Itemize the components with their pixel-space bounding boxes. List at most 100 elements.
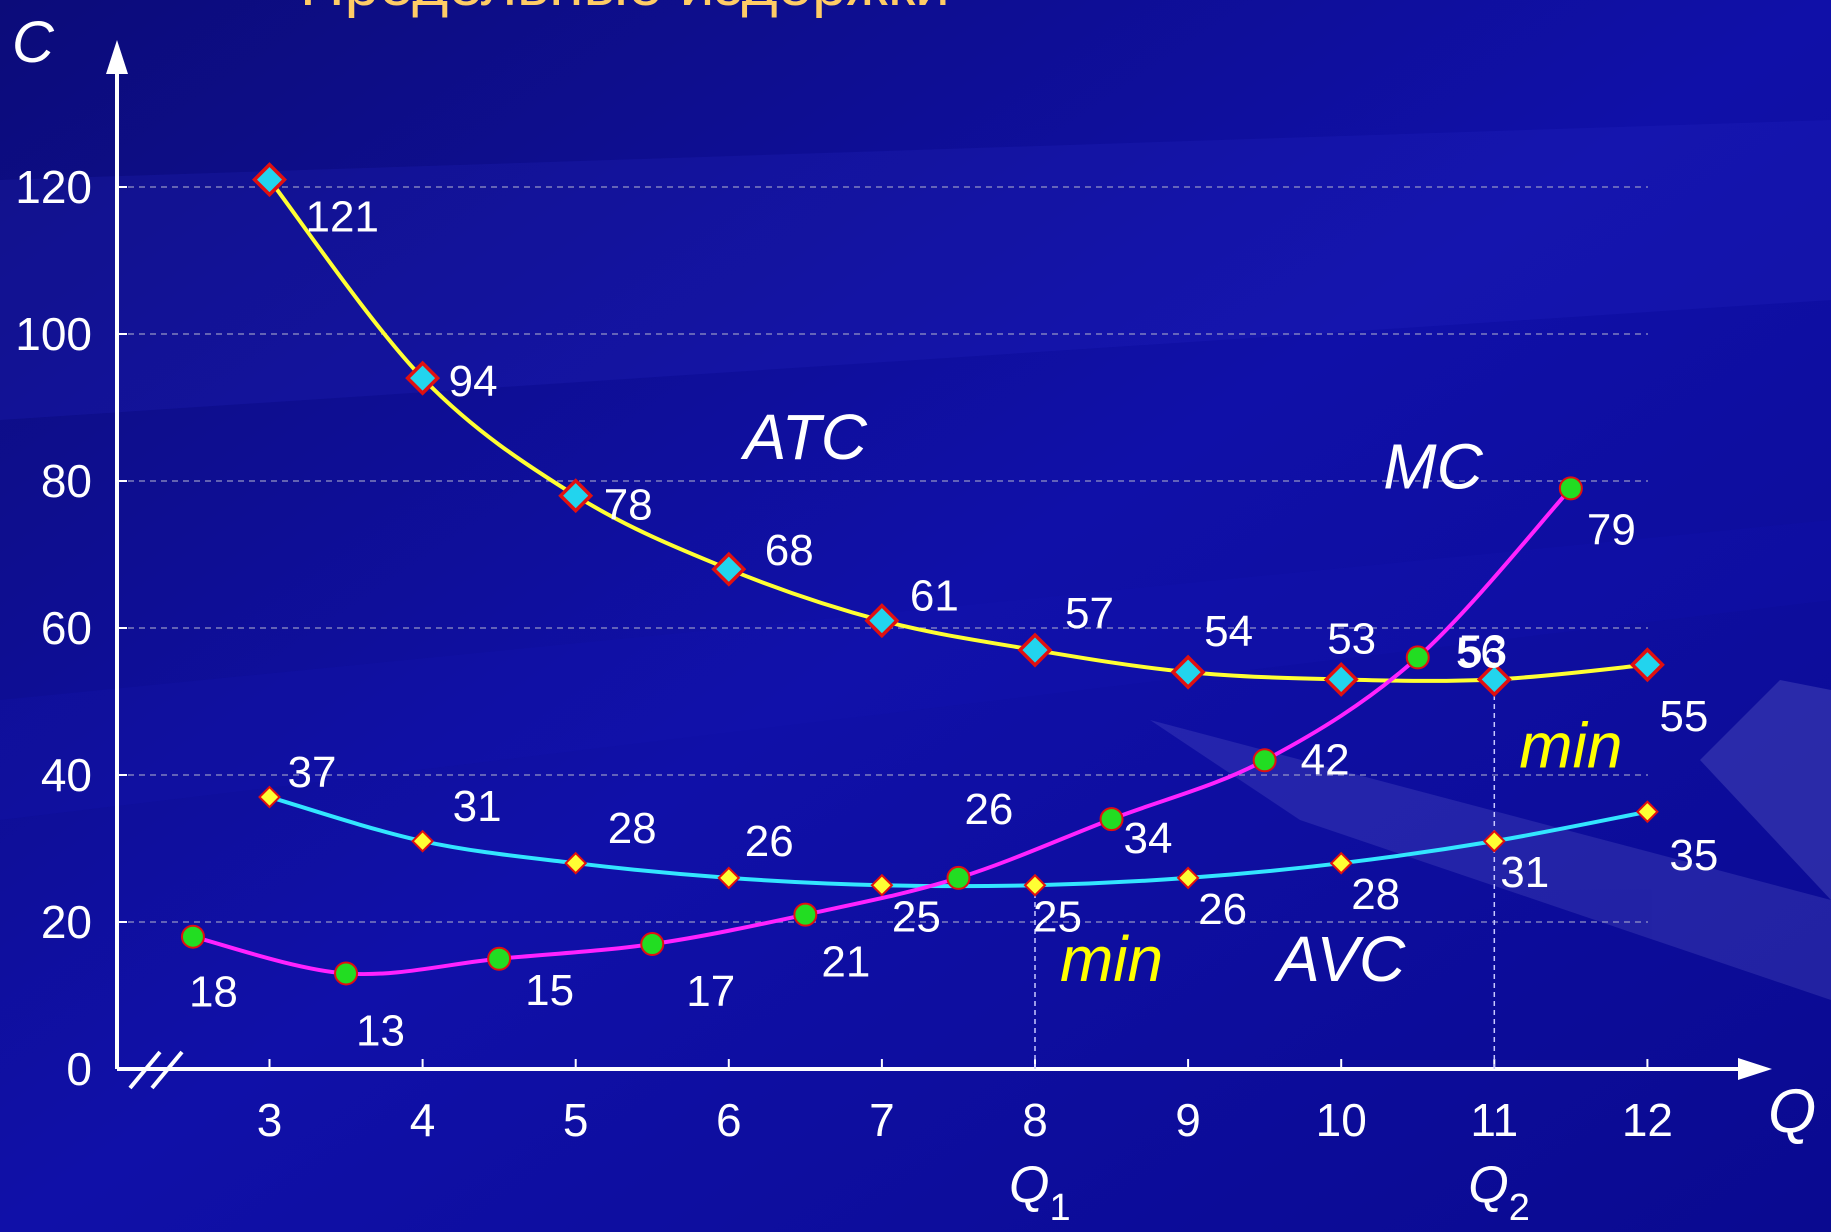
mc-point [180, 924, 205, 949]
data-label-avc: 37 [288, 748, 337, 797]
data-label-atc: 61 [910, 572, 959, 621]
mc-point [334, 961, 359, 986]
data-label-avc: 25 [892, 892, 941, 941]
mc-point [1405, 645, 1430, 670]
data-label-mc: 79 [1587, 505, 1636, 554]
y-axis-title: C [12, 10, 55, 75]
data-label-atc: 53 [1458, 626, 1507, 675]
series-line-mc [192, 487, 1573, 977]
avc-point [258, 785, 281, 809]
data-label-avc: 28 [608, 804, 657, 853]
axis-break-mark [128, 1050, 162, 1090]
data-label-atc: 68 [765, 526, 814, 575]
chart-title: Предельные издержки [300, 0, 950, 19]
data-label-atc: 78 [604, 481, 653, 530]
y-tick-label: 60 [41, 602, 92, 654]
avc-point [564, 851, 588, 875]
data-label-avc: 26 [1198, 885, 1247, 934]
avc-point [1023, 873, 1047, 897]
x-tick-label: 11 [1470, 1094, 1518, 1146]
data-label-avc: 26 [745, 817, 794, 866]
guide-lines [1034, 679, 1496, 1069]
y-tick-label: 0 [66, 1043, 92, 1095]
atc-point [1170, 654, 1206, 690]
data-label-avc: 31 [1500, 848, 1549, 897]
atc-point [1476, 661, 1512, 697]
atc-point [1017, 632, 1053, 668]
atc-point [864, 603, 900, 639]
min-label: min [1060, 923, 1163, 995]
atc-point [558, 478, 594, 514]
series-line-atc [267, 178, 1648, 683]
x-tick-label: 8 [1022, 1094, 1048, 1146]
series-atc: 121 94 78 68 61 57 54 53 53 55 [252, 162, 1708, 741]
data-label-mc: 21 [821, 938, 870, 987]
y-tick-label: 100 [15, 308, 92, 360]
data-label-atc: 53 [1327, 614, 1376, 663]
mc-point [487, 946, 512, 971]
atc-point [405, 360, 441, 396]
x-tick-label: 9 [1175, 1094, 1201, 1146]
y-tick-label: 120 [15, 161, 92, 213]
x-tick-label: 10 [1316, 1094, 1367, 1146]
y-axis-arrow [106, 40, 128, 74]
data-label-atc: 121 [306, 193, 379, 242]
data-label-mc: 26 [964, 785, 1013, 834]
series-name-atc: ATC [740, 401, 868, 473]
x-axis-title: Q [1768, 1077, 1816, 1146]
data-label-mc: 34 [1124, 814, 1173, 863]
series-mc: 18 13 15 17 21 26 34 42 56 79 [180, 476, 1636, 1055]
series-name-mc: MC [1383, 430, 1483, 502]
data-label-atc: 55 [1659, 692, 1708, 741]
data-label-atc: 57 [1065, 589, 1114, 638]
x-tick-label: 12 [1622, 1094, 1673, 1146]
min-label: min [1519, 710, 1622, 782]
data-label-avc: 28 [1351, 870, 1400, 919]
avc-point [411, 829, 435, 853]
atc-point [1323, 661, 1359, 697]
atc-point [252, 162, 287, 198]
axes [106, 40, 1772, 1090]
data-label-mc: 56 [1456, 628, 1505, 677]
data-label-avc: 25 [1033, 892, 1082, 941]
y-tick-label: 40 [41, 749, 92, 801]
avc-point [1635, 800, 1659, 824]
avc-point [1176, 866, 1200, 890]
atc-point [1629, 647, 1665, 683]
grid [117, 186, 1648, 923]
series-name-avc: AVC [1273, 923, 1406, 995]
data-label-avc: 31 [453, 782, 502, 831]
mc-point [1252, 748, 1277, 773]
data-label-mc: 17 [686, 967, 735, 1016]
mc-point [1558, 476, 1583, 501]
mc-point [1099, 807, 1124, 832]
avc-point [870, 873, 894, 897]
data-label-avc: 35 [1669, 831, 1718, 880]
x-tick-label: 6 [716, 1094, 742, 1146]
series-group: 121 94 78 68 61 57 54 53 53 55 37 31 28 26 25 25 26 28 31 3… [180, 162, 1718, 1055]
x-tick-label: 5 [563, 1094, 589, 1146]
data-label-atc: 54 [1204, 607, 1253, 656]
atc-point [711, 551, 747, 587]
avc-point [1482, 829, 1506, 853]
data-label-atc: 94 [449, 357, 498, 406]
y-tick-label: 80 [41, 455, 92, 507]
avc-point [1329, 851, 1353, 875]
x-tick-label: 3 [257, 1094, 283, 1146]
mc-point [793, 902, 818, 927]
annotation-labels: ATC AVC MC min min Q1 Q2 [740, 401, 1623, 1229]
data-label-mc: 42 [1301, 735, 1350, 784]
data-label-mc: 18 [189, 968, 238, 1017]
axis-break-mark [150, 1050, 184, 1090]
q2-label: Q2 [1468, 1156, 1530, 1229]
mc-point [946, 865, 971, 890]
x-axis-arrow [1738, 1058, 1772, 1080]
q1-label: Q1 [1009, 1156, 1071, 1229]
avc-point [717, 866, 741, 890]
x-tick-label: 4 [410, 1094, 436, 1146]
background-rays [0, 120, 1831, 1000]
